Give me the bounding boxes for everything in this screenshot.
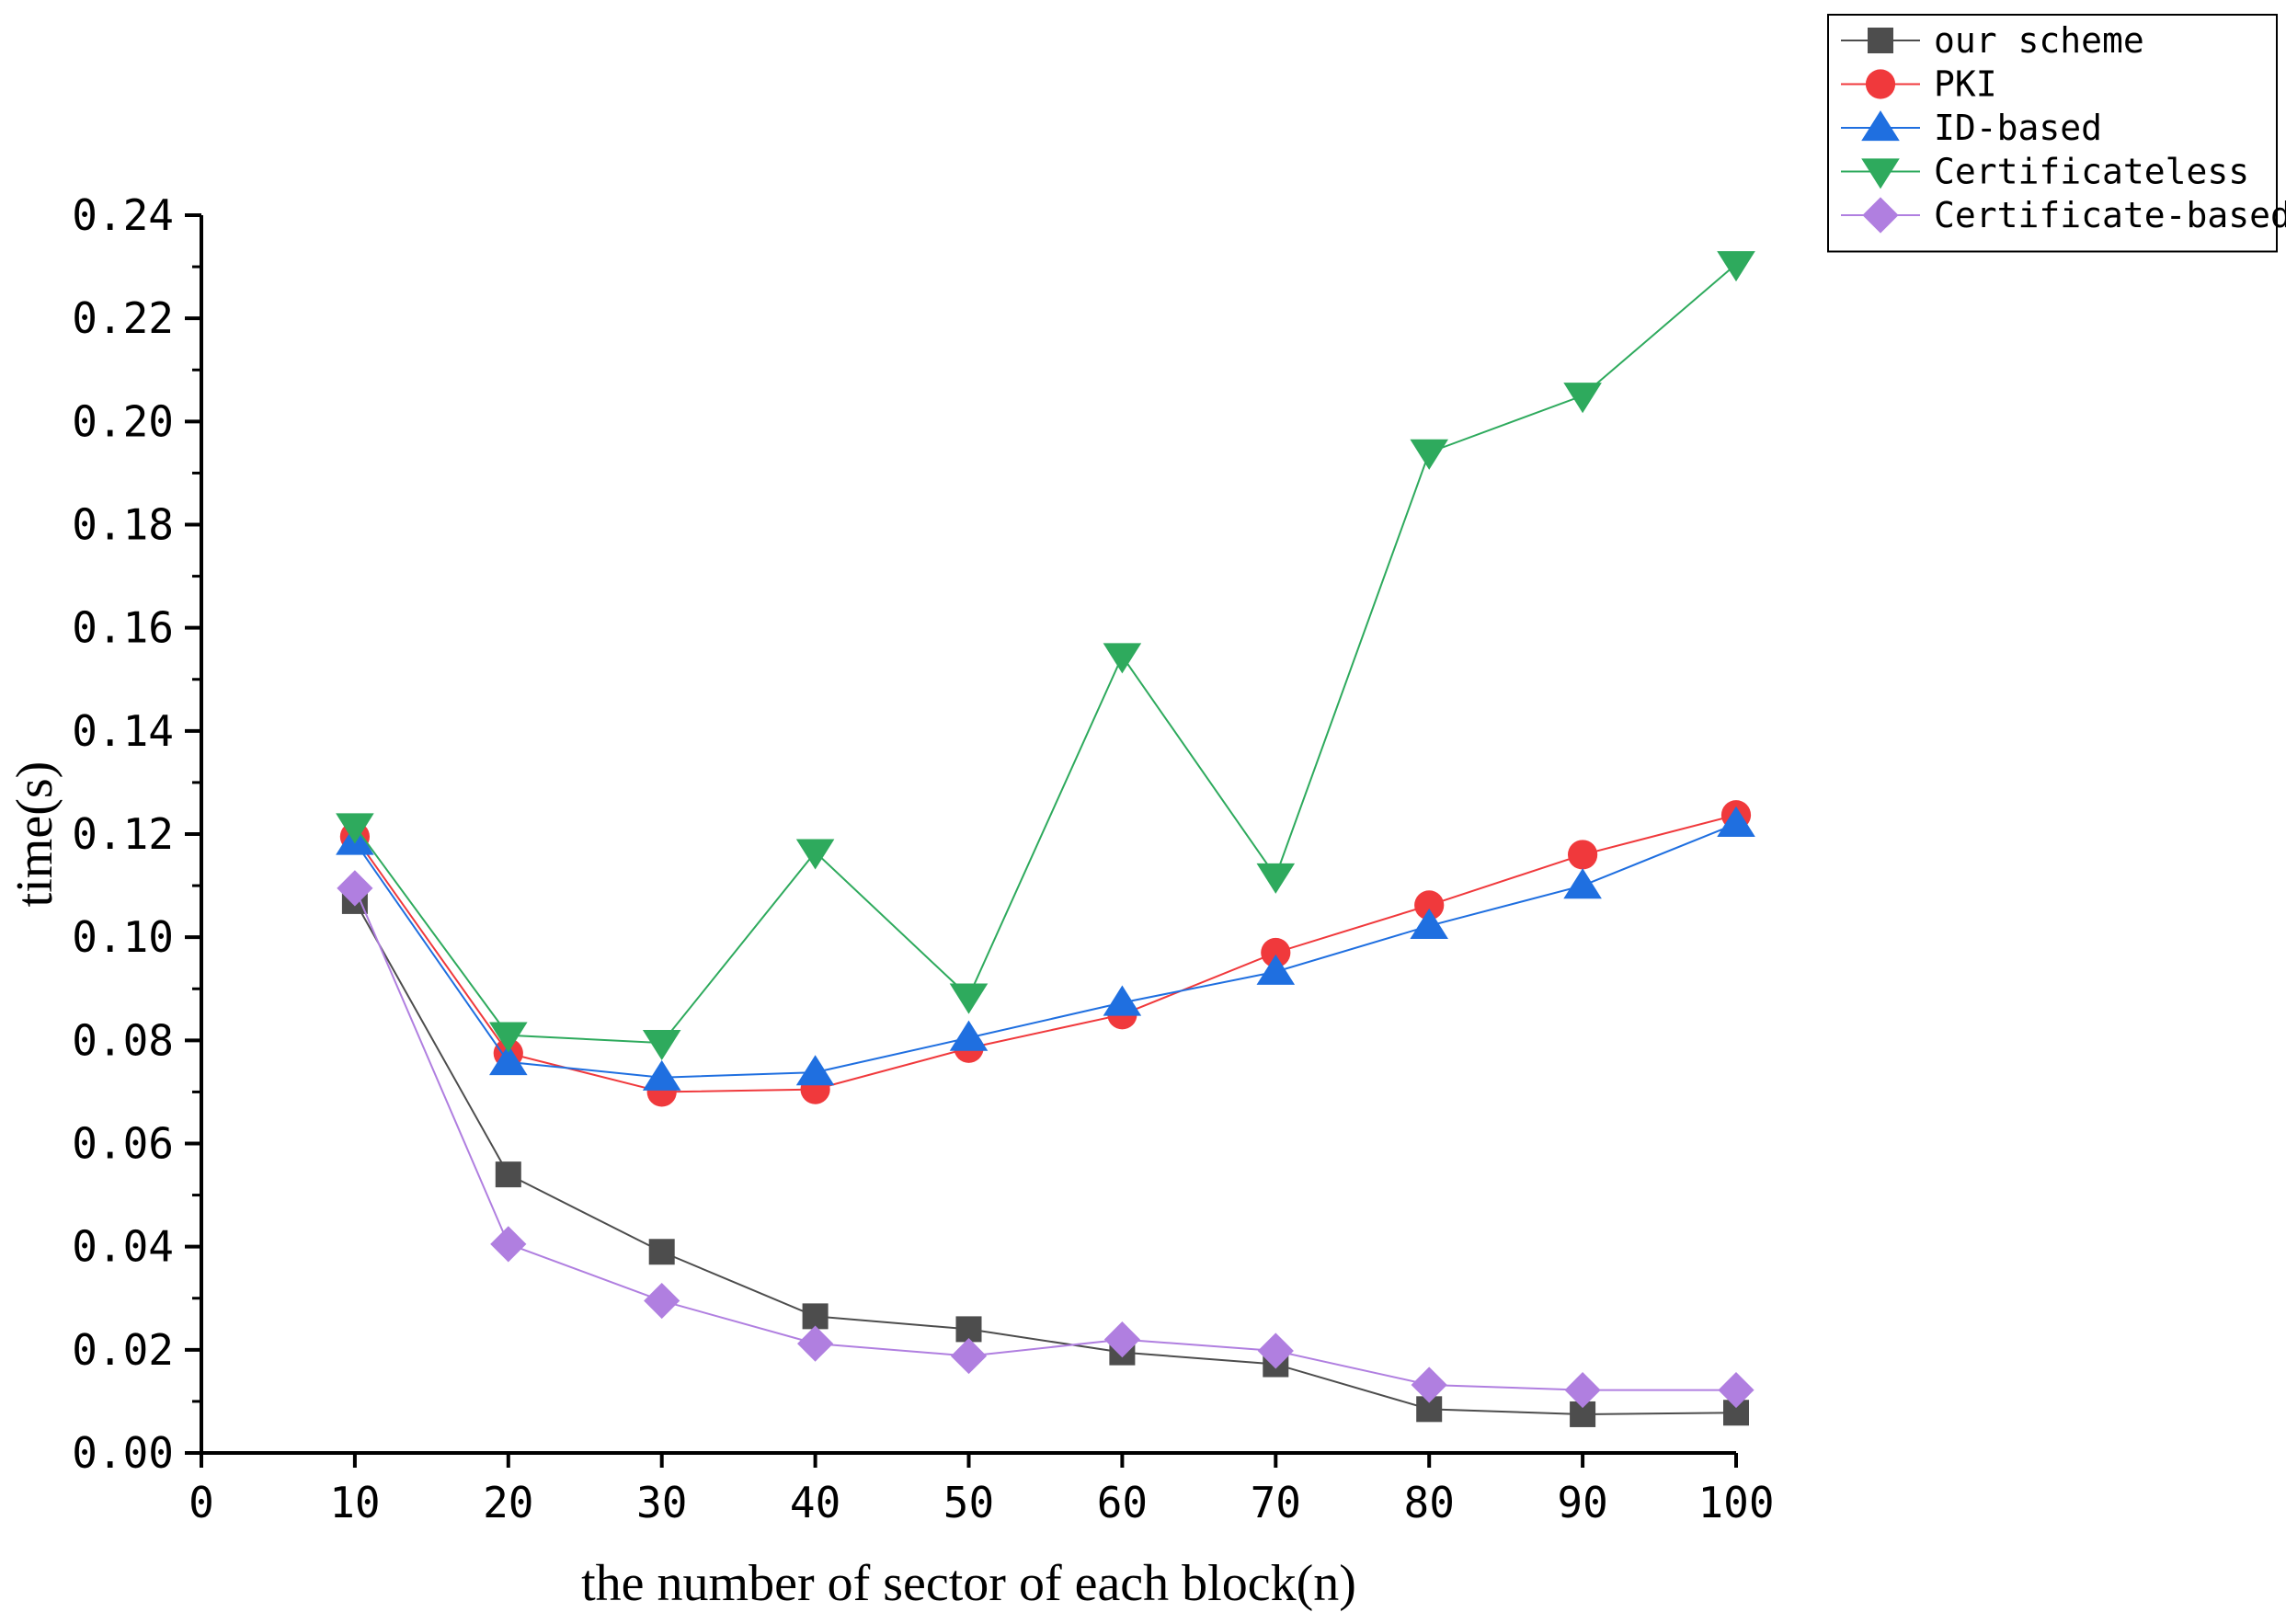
data-point-our-scheme	[495, 1161, 521, 1188]
x-tick-label: 50	[943, 1478, 994, 1527]
data-point-certificate-based	[950, 1337, 988, 1375]
data-point-id-based	[1717, 806, 1755, 837]
legend-item-certificateless: Certificateless	[1841, 152, 2249, 192]
y-tick-label: 0.24	[72, 190, 174, 240]
legend-marker	[1868, 28, 1893, 53]
data-point-certificate-based	[1257, 1332, 1294, 1369]
data-point-certificateless	[1717, 251, 1755, 282]
legend-label: Certificateless	[1934, 152, 2249, 192]
data-point-certificateless	[1563, 383, 1602, 414]
x-tick-label: 60	[1097, 1478, 1148, 1527]
data-point-certificateless	[489, 1022, 528, 1053]
legend-marker	[1862, 197, 1899, 234]
series-pki	[339, 800, 1752, 1107]
axes	[200, 215, 1736, 1455]
x-tick-label: 70	[1251, 1478, 1301, 1527]
data-point-id-based	[1410, 908, 1448, 940]
data-point-id-based	[1103, 985, 1142, 1016]
y-tick-label: 0.10	[72, 912, 174, 962]
series-certificate-based	[337, 870, 1755, 1409]
data-point-pki	[1414, 890, 1445, 921]
data-point-certificate-based	[1564, 1371, 1601, 1409]
y-tick-label: 0.08	[72, 1015, 174, 1065]
data-point-id-based	[949, 1020, 989, 1051]
data-point-id-based	[1563, 868, 1602, 899]
data-point-certificate-based	[1411, 1367, 1447, 1403]
legend-label: Certificate-based	[1934, 195, 2286, 235]
data-point-certificateless	[336, 813, 374, 844]
y-tick-label: 0.18	[72, 500, 174, 550]
data-point-id-based	[642, 1059, 681, 1091]
ticks: 0 10 20 30 40 50 60 70 80 90 100 0.00 0.02 0.04 0.06 0.…	[72, 190, 1774, 1527]
data-point-our-scheme	[802, 1303, 829, 1330]
legend-item-id-based: ID-based	[1841, 108, 2102, 148]
data-point-certificateless	[949, 983, 989, 1014]
x-tick-label: 0	[189, 1478, 214, 1527]
series-layer	[336, 251, 1755, 1427]
y-tick-label: 0.20	[72, 396, 174, 446]
legend-marker	[1861, 158, 1900, 189]
legend-label: our scheme	[1934, 20, 2144, 61]
legend-item-our-scheme: our scheme	[1841, 20, 2144, 61]
legend: our schemePKIID-basedCertificatelessCert…	[1827, 14, 2286, 253]
legend-item-certificate-based: Certificate-based	[1841, 195, 2286, 235]
y-tick-label: 0.14	[72, 706, 174, 756]
data-point-certificate-based	[1718, 1371, 1755, 1409]
legend-label: ID-based	[1934, 108, 2102, 148]
data-point-certificate-based	[337, 870, 373, 907]
data-point-id-based	[795, 1055, 835, 1086]
data-point-certificateless	[795, 839, 835, 870]
y-tick-label: 0.02	[72, 1325, 174, 1375]
legend-box	[1827, 14, 2278, 253]
x-axis-title: the number of sector of each block(n)	[581, 1555, 1356, 1612]
x-tick-label: 10	[329, 1478, 380, 1527]
data-point-certificate-based	[797, 1325, 834, 1362]
x-tick-label: 20	[483, 1478, 533, 1527]
data-point-certificate-based	[490, 1226, 527, 1263]
y-tick-label: 0.00	[72, 1428, 174, 1478]
data-point-certificate-based	[1103, 1321, 1140, 1358]
series-line-pki	[354, 814, 1737, 1093]
legend-marker	[1861, 110, 1900, 142]
y-tick-label: 0.22	[72, 293, 174, 343]
legend-marker	[1865, 69, 1896, 99]
data-point-pki	[1261, 937, 1291, 968]
series-line-certificateless	[354, 263, 1737, 1045]
data-point-certificate-based	[644, 1282, 680, 1320]
data-point-certificateless	[642, 1029, 681, 1061]
x-tick-label: 100	[1697, 1478, 1774, 1527]
series-line-our-scheme	[354, 900, 1737, 1415]
x-tick-label: 80	[1404, 1478, 1455, 1527]
data-point-pki	[1568, 840, 1598, 870]
y-axis-title: time(s)	[6, 761, 63, 908]
x-tick-label: 40	[790, 1478, 840, 1527]
data-point-our-scheme	[955, 1316, 982, 1343]
series-certificateless	[336, 251, 1755, 1061]
series-id-based	[336, 806, 1755, 1091]
y-tick-label: 0.16	[72, 603, 174, 653]
data-point-id-based	[1256, 954, 1296, 985]
y-tick-label: 0.06	[72, 1119, 174, 1169]
series-our-scheme	[341, 887, 1749, 1427]
y-tick-label: 0.12	[72, 809, 174, 859]
legend-item-pki: PKI	[1841, 64, 1997, 105]
x-tick-label: 30	[636, 1478, 687, 1527]
series-line-id-based	[354, 822, 1737, 1079]
data-point-certificateless	[1410, 439, 1448, 470]
data-point-certificateless	[1256, 863, 1296, 894]
x-tick-label: 90	[1557, 1478, 1607, 1527]
data-point-certificateless	[1103, 643, 1142, 674]
data-point-our-scheme	[648, 1239, 675, 1265]
series-line-certificate-based	[353, 887, 1736, 1391]
y-tick-label: 0.04	[72, 1222, 174, 1272]
data-point-id-based	[489, 1044, 528, 1076]
legend-label: PKI	[1934, 64, 1997, 105]
